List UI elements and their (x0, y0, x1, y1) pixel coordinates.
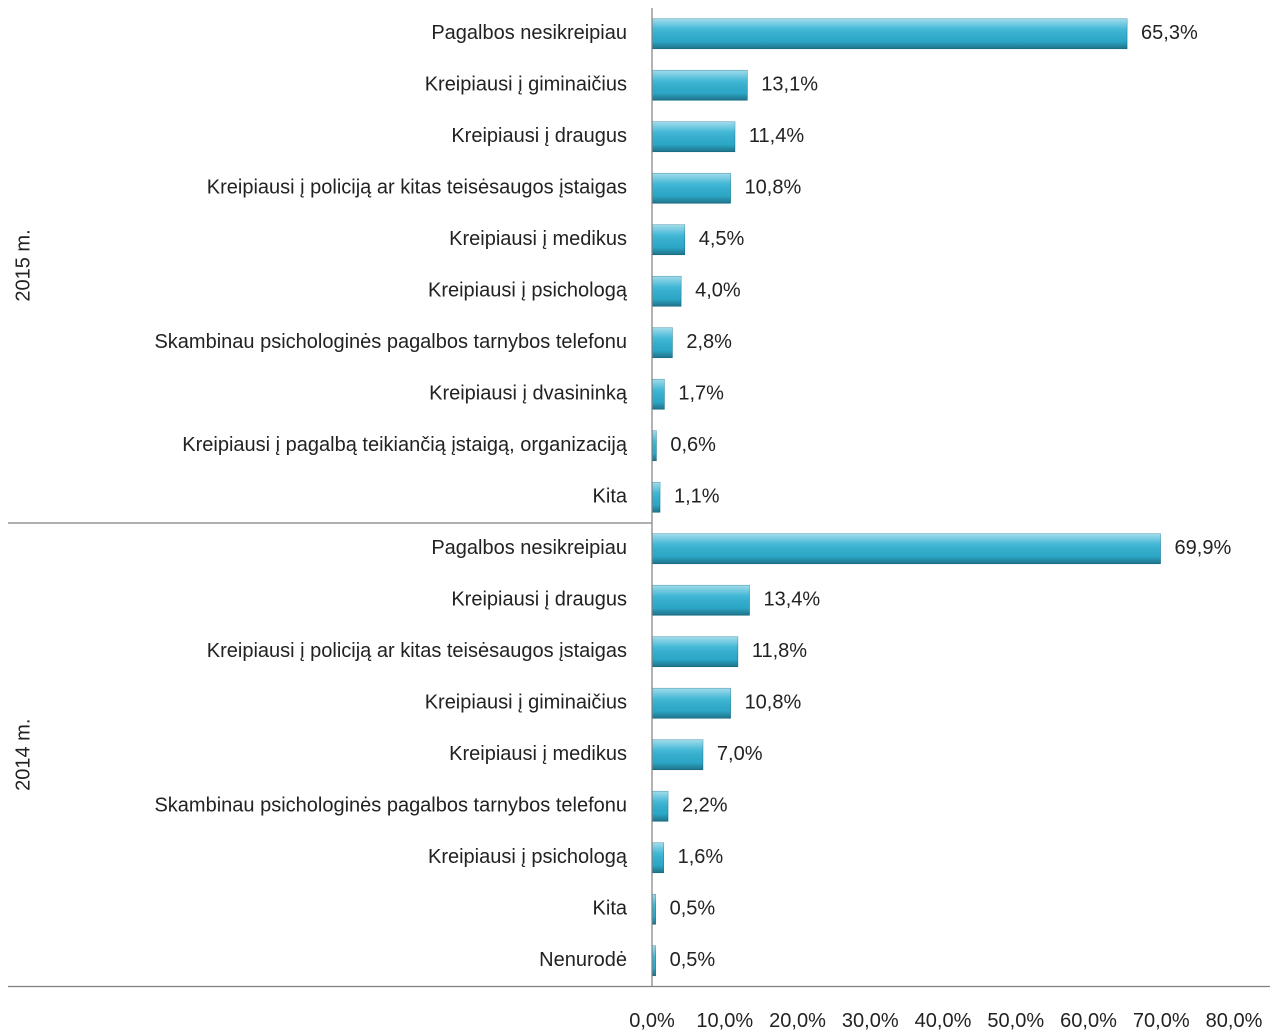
value-label: 11,8% (752, 640, 807, 662)
category-label: Kreipiausi į dvasininką (429, 383, 628, 405)
category-label: Kreipiausi į draugus (451, 589, 627, 611)
x-tick-label: 0,0% (629, 1010, 675, 1032)
category-label: Kreipiausi į psichologą (428, 280, 628, 302)
category-label: Pagalbos nesikreipiau (431, 22, 627, 44)
value-label: 10,8% (745, 692, 802, 714)
value-label: 13,1% (761, 74, 818, 96)
category-label: Nenurodė (539, 949, 627, 971)
bar-shading (652, 430, 657, 461)
bar-shading (652, 739, 703, 770)
category-label: Kreipiausi į pagalbą teikiančią įstaigą,… (182, 434, 628, 456)
value-label: 1,7% (678, 383, 724, 405)
value-label: 2,8% (686, 331, 732, 353)
value-label: 7,0% (717, 743, 763, 765)
value-label: 1,6% (678, 846, 724, 868)
category-label: Kreipiausi į draugus (451, 125, 627, 147)
value-label: 11,4% (749, 125, 804, 147)
bar-shading (652, 482, 661, 513)
bar-shading (652, 791, 669, 822)
x-tick-label: 60,0% (1060, 1010, 1117, 1032)
bar-shading (652, 379, 665, 410)
bar-shading (652, 224, 685, 255)
x-tick-label: 40,0% (915, 1010, 972, 1032)
value-label: 69,9% (1175, 537, 1232, 559)
category-label: Kreipiausi į medikus (449, 743, 627, 765)
bar-shading (652, 173, 731, 204)
category-label: Skambinau psichologinės pagalbos tarnybo… (154, 795, 627, 817)
value-label: 0,6% (670, 434, 716, 456)
category-label: Pagalbos nesikreipiau (431, 537, 627, 559)
bar-shading (652, 121, 735, 152)
x-tick-label: 70,0% (1133, 1010, 1190, 1032)
bar-shading (652, 533, 1161, 564)
bar-shading (652, 894, 656, 925)
value-label: 4,5% (699, 228, 745, 250)
value-label: 1,1% (674, 486, 720, 508)
bar-shading (652, 842, 664, 873)
value-label: 65,3% (1141, 22, 1198, 44)
category-label: Kita (593, 898, 628, 920)
category-label: Kreipiausi į medikus (449, 228, 627, 250)
bar-shading (652, 688, 731, 719)
value-label: 13,4% (763, 589, 820, 611)
bar-shading (652, 18, 1128, 49)
value-label: 0,5% (670, 898, 716, 920)
category-label: Kreipiausi į giminaičius (425, 74, 627, 96)
value-label: 4,0% (695, 280, 741, 302)
category-label: Skambinau psichologinės pagalbos tarnybo… (154, 331, 627, 353)
x-tick-label: 80,0% (1206, 1010, 1263, 1032)
bar-shading (652, 585, 750, 616)
group-label: 2014 m. (12, 719, 34, 791)
bar-shading (652, 636, 738, 667)
bar-shading (652, 327, 673, 358)
x-tick-label: 50,0% (987, 1010, 1044, 1032)
bar-shading (652, 945, 656, 976)
value-label: 2,2% (682, 795, 728, 817)
group-label: 2015 m. (12, 229, 34, 301)
category-label: Kreipiausi į policiją ar kitas teisėsaug… (207, 177, 627, 199)
value-label: 0,5% (670, 949, 716, 971)
category-label: Kreipiausi į giminaičius (425, 692, 627, 714)
bar-shading (652, 276, 682, 307)
category-label: Kita (593, 486, 628, 508)
bar-shading (652, 70, 748, 101)
value-label: 10,8% (745, 177, 802, 199)
category-label: Kreipiausi į psichologą (428, 846, 628, 868)
x-tick-label: 20,0% (769, 1010, 826, 1032)
x-tick-label: 10,0% (696, 1010, 753, 1032)
x-tick-label: 30,0% (842, 1010, 899, 1032)
category-label: Kreipiausi į policiją ar kitas teisėsaug… (207, 640, 627, 662)
